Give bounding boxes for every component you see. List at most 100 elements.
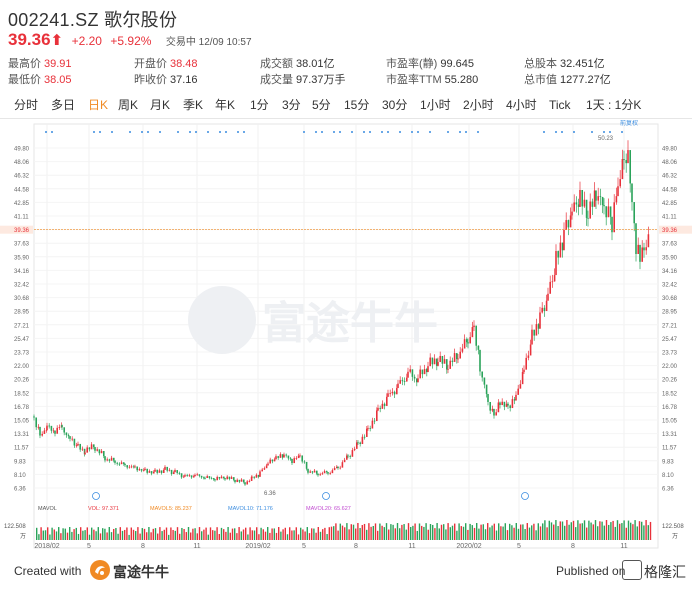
volume-bar	[388, 529, 390, 540]
vol-axis-max-left: 122.508	[4, 524, 26, 530]
tab-4[interactable]: 月K	[150, 98, 171, 112]
candle-body	[583, 199, 586, 207]
tab-7[interactable]: 1分	[250, 98, 269, 112]
volume-bar	[440, 524, 443, 540]
volume-bar	[150, 532, 152, 540]
y-tick-right: 32.42	[662, 283, 678, 289]
volume-bar	[366, 529, 368, 540]
candle-body	[39, 426, 41, 436]
volume-bar	[539, 526, 542, 540]
candle-body	[236, 479, 238, 483]
tab-14[interactable]: 4小时	[506, 98, 537, 112]
volume-bar	[603, 525, 605, 540]
candle-body	[220, 476, 223, 479]
candle-body	[73, 438, 76, 446]
volume-bar	[238, 527, 240, 540]
volume-bar	[407, 523, 410, 540]
y-tick-right: 6.36	[662, 487, 674, 493]
tab-15[interactable]: Tick	[549, 98, 571, 112]
volume-bar	[359, 528, 361, 540]
candle-body	[417, 378, 419, 383]
candle-body	[403, 381, 406, 382]
candle-body	[158, 470, 161, 473]
candle-body	[166, 466, 168, 471]
candle-body	[529, 344, 532, 356]
footer: Created with 富途牛牛 Published on 格隆汇	[0, 555, 692, 590]
candle-body	[561, 242, 564, 251]
candle-body	[144, 468, 146, 470]
volume-bar	[630, 522, 632, 540]
volume-bar	[297, 534, 300, 540]
volume-bar	[124, 529, 126, 540]
volume-bar	[535, 530, 537, 540]
volume-bar	[181, 527, 183, 540]
candle-body	[591, 201, 594, 207]
tab-5[interactable]: 季K	[183, 98, 204, 112]
tab-1[interactable]: 多日	[51, 98, 76, 112]
candle-body	[393, 391, 396, 395]
candle-body	[569, 215, 572, 228]
candle-body	[46, 425, 48, 431]
tab-12[interactable]: 1小时	[420, 98, 451, 112]
stock-title: 002241.SZ 歌尔股份	[8, 10, 178, 30]
x-tick-label: 11	[408, 543, 415, 550]
tab-8[interactable]: 3分	[282, 98, 301, 112]
tab-6[interactable]: 年K	[215, 98, 236, 112]
candle-body	[339, 467, 341, 469]
volume-bar	[293, 530, 295, 540]
volume-bar	[374, 523, 377, 540]
tab-10[interactable]: 15分	[344, 98, 370, 112]
volume-bar	[341, 525, 344, 540]
candle-body	[386, 396, 388, 406]
kline-chart[interactable]: 2018/02 5 8 11 2019/02 5 8 11 2020/02 5 8 11 49.80 49…	[0, 120, 692, 550]
volume-bar	[608, 524, 610, 540]
volume-bar	[77, 533, 80, 540]
futu-logo-icon	[90, 560, 110, 580]
tab-11[interactable]: 30分	[382, 98, 408, 112]
price-change: +2.20	[71, 34, 102, 48]
volume-bar	[36, 527, 38, 540]
candle-body	[336, 466, 338, 468]
candle-body	[555, 251, 557, 276]
volume-bar	[524, 529, 526, 540]
volume-bar	[152, 528, 154, 540]
y-tick-right: 34.16	[662, 269, 678, 275]
volume-bar	[95, 531, 97, 540]
candle-body	[285, 454, 287, 456]
volume-bar	[645, 520, 647, 540]
tab-13[interactable]: 2小时	[463, 98, 494, 112]
candle-body	[356, 442, 358, 449]
candle-body	[133, 466, 135, 468]
volume-bar	[93, 529, 95, 540]
period-tabs: 分时 多日 日K 周K 月K 季K 年K 1分 3分 5分 15分 30分 1小时 2小时 4小时 Tick 1…	[0, 95, 692, 117]
volume-bar	[581, 523, 583, 540]
tab-16[interactable]: 1天 : 1分K	[586, 98, 642, 112]
stat-item: 总股本 32.451亿	[524, 55, 605, 71]
volume-bar	[458, 523, 460, 540]
vol-unit-right: 万	[672, 533, 678, 540]
tab-2[interactable]: 日K	[88, 98, 109, 112]
volume-bar	[214, 530, 216, 540]
event-dot	[147, 131, 149, 133]
y-tick-left: 41.11	[14, 215, 29, 221]
tab-9[interactable]: 5分	[312, 98, 331, 112]
volume-bar	[465, 523, 467, 540]
candle-body	[473, 325, 475, 328]
volume-bar	[500, 526, 502, 540]
volume-bar	[319, 531, 322, 540]
candle-body	[485, 384, 488, 394]
tab-3[interactable]: 周K	[118, 98, 139, 112]
candle-body	[421, 369, 424, 375]
tab-0[interactable]: 分时	[14, 98, 39, 112]
candle-body	[319, 474, 321, 476]
volume-bar	[139, 533, 141, 540]
candle-body	[571, 211, 573, 216]
volume-bar	[91, 527, 93, 540]
volume-bar	[473, 527, 476, 540]
y-tick-left: 22.00	[14, 364, 30, 370]
candle-body	[521, 372, 524, 385]
y-tick-left: 15.05	[14, 419, 30, 425]
candle-body	[643, 247, 645, 251]
candle-body	[625, 160, 627, 164]
volume-bar	[390, 524, 392, 540]
